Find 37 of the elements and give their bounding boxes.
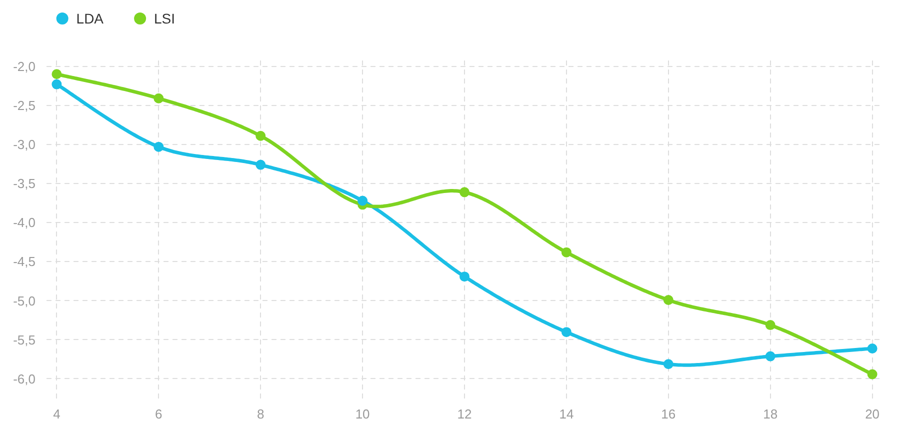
x-tick-label: 20 xyxy=(865,406,880,422)
point xyxy=(460,272,470,282)
y-tick-label: -2,0 xyxy=(13,58,36,74)
point xyxy=(867,343,878,354)
x-tick-label: 6 xyxy=(155,406,162,422)
y-tick-label: -3,5 xyxy=(13,176,36,192)
x-tick-label: 14 xyxy=(559,406,574,422)
point xyxy=(765,351,776,362)
x-tick-label: 18 xyxy=(763,406,778,422)
x-tick-label: 12 xyxy=(457,406,472,422)
y-tick-label: -2,5 xyxy=(13,98,36,113)
y-tick-label: -4,5 xyxy=(13,254,36,270)
point xyxy=(561,327,572,338)
y-tick-label: -5,5 xyxy=(13,332,36,348)
x-tick-label: 16 xyxy=(661,406,676,422)
point xyxy=(52,79,62,90)
y-tick-label: -3,0 xyxy=(13,136,36,152)
x-tick-label: 4 xyxy=(53,406,60,422)
point xyxy=(154,93,164,104)
point xyxy=(663,359,674,370)
y-tick-label: -4,0 xyxy=(13,215,36,230)
legend-label: LSI xyxy=(154,10,176,26)
point xyxy=(52,69,62,80)
point xyxy=(460,187,470,198)
point xyxy=(154,142,164,152)
point xyxy=(561,247,572,258)
point xyxy=(256,160,266,170)
legend-label: LDA xyxy=(76,10,104,26)
point xyxy=(256,130,266,141)
y-tick-label: -6,0 xyxy=(13,371,36,386)
y-tick-label: -5,0 xyxy=(13,293,36,308)
point xyxy=(765,320,776,330)
point xyxy=(663,295,674,306)
x-tick-label: 8 xyxy=(256,406,264,422)
point xyxy=(867,369,878,380)
x-tick-label: 10 xyxy=(355,406,370,422)
point xyxy=(358,196,368,206)
